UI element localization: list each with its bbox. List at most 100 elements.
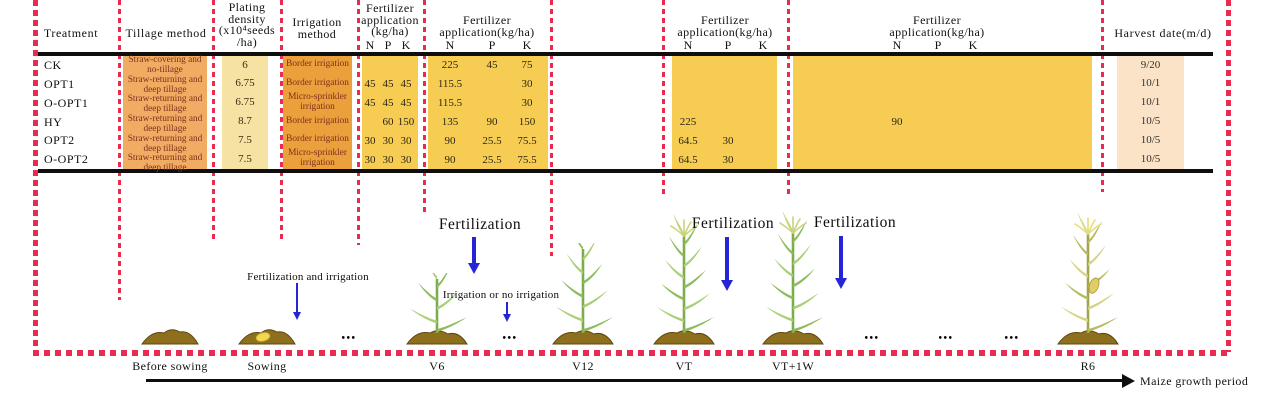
column-separator-dashed xyxy=(118,0,121,300)
header-line: method xyxy=(297,26,337,41)
fertilizer-row xyxy=(672,56,777,75)
harvest-column: 9/20 10/1 10/1 10/5 10/5 10/5 xyxy=(1117,56,1184,169)
fertilizer-value-n: 45 xyxy=(364,97,376,110)
fertilizer-row: 115.5 30 xyxy=(428,75,548,94)
fertilizer-row xyxy=(793,150,1092,169)
npk-header-letter: N xyxy=(892,38,902,52)
fertilizer-value-n: 225 xyxy=(679,115,697,128)
soil-mound-sowing xyxy=(237,326,297,350)
blue-arrow-shaft xyxy=(725,237,729,280)
header-line: Fertilizer xyxy=(366,1,414,15)
fertilizer-value-p: 25.5 xyxy=(482,153,502,166)
header-line: /ha) xyxy=(236,34,258,49)
treatment-column: CK OPT1 O-OPT1 HY OPT2 O-OPT2 xyxy=(44,56,124,169)
fertilizer-value-p: 30 xyxy=(382,134,394,147)
fertilizer-row: 90 xyxy=(793,112,1092,131)
fertilizer-row xyxy=(672,75,777,94)
frame-left-dashed-line xyxy=(33,0,38,352)
fertilizer-value-p: 25.5 xyxy=(482,134,502,147)
header-line: Fertilizer xyxy=(701,13,749,27)
annotation-fert: Fertilization xyxy=(438,216,522,233)
fertilizer-value-n: 45 xyxy=(364,78,376,91)
fertilizer-value-p: 30 xyxy=(382,153,394,166)
fertilizer-value-k: 150 xyxy=(397,115,415,128)
tillage-method-header: Tillage method xyxy=(125,26,207,40)
header-line: application xyxy=(361,12,419,27)
header-line: Fertilizer xyxy=(913,13,961,27)
blue-arrow-head-icon xyxy=(502,314,511,322)
growth-period-axis-label: Maize growth period xyxy=(1140,374,1249,388)
treatment-header: Treatment xyxy=(43,26,99,40)
fertilizer-row: 64.5 30 xyxy=(672,131,777,150)
fertilizer-value-k: 75.5 xyxy=(517,153,537,166)
fertilizer-row: 45 45 45 xyxy=(362,94,418,113)
fertilizer-value-n: 115.5 xyxy=(437,97,463,110)
ellipsis-dots: ••• xyxy=(341,333,357,344)
npk-header-letter: N xyxy=(365,38,375,52)
maize-plant-r6 xyxy=(1046,210,1130,350)
table-cell-density: 6 xyxy=(242,58,248,71)
fertilizer-value-p: 30 xyxy=(722,153,734,166)
fertilizer-row: 60 150 xyxy=(362,112,418,131)
header-line: application(kg/ha) xyxy=(439,24,535,39)
column-separator-dashed xyxy=(280,0,283,243)
fertilizer-row xyxy=(793,56,1092,75)
fertilizer2-column: 225 45 75 115.5 30 115.5 30 135 90 150 90 25.5 75.5 9… xyxy=(428,56,548,169)
blue-arrow-head-icon xyxy=(835,278,847,289)
header-line: Irrigation xyxy=(292,15,342,29)
fertilizer-value-n: 115.5 xyxy=(437,78,463,91)
npk-header-letter: K xyxy=(401,38,411,52)
table-bottom-rule xyxy=(38,169,1213,173)
fertilizer4-column: 90 xyxy=(793,56,1092,169)
table-cell-treatment: CK xyxy=(44,58,62,73)
fertilizer-value-p: 30 xyxy=(722,134,734,147)
table-cell-tillage: Straw-covering and no-tillage xyxy=(128,55,202,75)
table-cell-harvest: 10/1 xyxy=(1140,96,1161,109)
annotation-irrigation-note: Irrigation or no irrigation xyxy=(442,289,560,301)
table-cell-harvest: 9/20 xyxy=(1140,58,1161,71)
fertilizer-value-k: 45 xyxy=(400,97,412,110)
growth-period-arrowhead-icon xyxy=(1122,373,1135,388)
table-cell-harvest: 10/5 xyxy=(1140,152,1161,165)
maize-plant-v12 xyxy=(541,226,625,350)
fertilizer-row: 90 25.5 75.5 xyxy=(428,131,548,150)
fertilizer3-header: Fertilizer application(kg/ha) xyxy=(677,13,773,39)
stage-label-vt-1w: VT+1W xyxy=(771,359,815,373)
npk-header-letter: P xyxy=(384,38,392,52)
ellipsis-dots: ••• xyxy=(502,333,518,344)
stage-label-sowing: Sowing xyxy=(247,359,287,373)
annotation-sowing: Fertilization and irrigation xyxy=(247,271,369,283)
fertilizer1-column: 45 45 45 45 45 45 60 150 30 30 30 30 30 30 xyxy=(362,56,418,169)
frame-right-dashed-line xyxy=(1226,0,1231,352)
fertilizer4-header: Fertilizer application(kg/ha) xyxy=(889,13,984,38)
growth-period-axis-line xyxy=(146,379,1122,382)
fertilizer-value-k: 75.5 xyxy=(517,134,537,147)
stage-label-v12: V12 xyxy=(572,359,594,373)
annotation-fert: Fertilization xyxy=(691,215,775,232)
fertilizer-value-p: 60 xyxy=(382,115,394,128)
irrigation-method-header: Irrigation method xyxy=(292,15,342,41)
fertilizer-value-n: 30 xyxy=(364,134,376,147)
fertilizer-value-n: 225 xyxy=(441,59,459,72)
maize-plant-v6 xyxy=(395,256,479,350)
soil-mound-before-sowing xyxy=(140,326,200,350)
table-cell-density: 7.5 xyxy=(238,152,252,165)
blue-arrow-shaft xyxy=(472,237,476,263)
fertilizer-value-k: 30 xyxy=(400,134,412,147)
tillage-column: Straw-covering and no-tillage Straw-retur… xyxy=(123,55,207,173)
stage-label-v6: V6 xyxy=(429,359,445,373)
column-separator-dashed xyxy=(787,0,790,195)
table-cell-tillage: Straw-returning and deep tillage xyxy=(127,114,203,134)
fertilizer-value-p: 45 xyxy=(382,97,394,110)
blue-arrow-head-icon xyxy=(292,312,301,320)
table-cell-irrigation: Micro-sprinkler irrigation xyxy=(288,91,347,112)
table-cell-treatment: OPT2 xyxy=(44,133,75,148)
density-column: 6 6.75 6.75 8.7 7.5 7.5 xyxy=(222,56,268,169)
table-cell-harvest: 10/5 xyxy=(1140,133,1161,146)
table-cell-tillage: Straw-returning and deep tillage xyxy=(127,133,203,154)
fertilizer-value-p: 90 xyxy=(486,115,498,128)
blue-arrow-head-icon xyxy=(721,280,733,291)
header-line: application(kg/ha) xyxy=(677,24,773,39)
fertilizer1-header: Fertilizer application (kg/ha) xyxy=(361,1,419,38)
